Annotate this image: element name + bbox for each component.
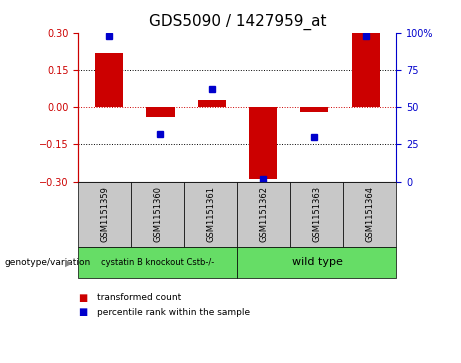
Title: GDS5090 / 1427959_at: GDS5090 / 1427959_at (148, 14, 326, 30)
Bar (146, 107, 175, 117)
Text: transformed count: transformed count (97, 293, 181, 302)
Text: wild type: wild type (291, 257, 343, 267)
Text: ▶: ▶ (65, 257, 73, 267)
Bar (198, 100, 226, 107)
Text: GSM1151359: GSM1151359 (100, 186, 109, 242)
Text: cystatin B knockout Cstb-/-: cystatin B knockout Cstb-/- (101, 258, 214, 267)
Bar (249, 107, 277, 179)
Text: percentile rank within the sample: percentile rank within the sample (97, 308, 250, 317)
Bar (352, 33, 380, 107)
Bar (95, 53, 123, 107)
Text: ■: ■ (78, 307, 88, 317)
Text: GSM1151363: GSM1151363 (313, 186, 321, 242)
Text: GSM1151362: GSM1151362 (260, 186, 268, 242)
Text: genotype/variation: genotype/variation (5, 258, 91, 267)
Text: GSM1151361: GSM1151361 (207, 186, 215, 242)
Bar (300, 107, 329, 112)
Text: GSM1151360: GSM1151360 (154, 186, 162, 242)
Text: ■: ■ (78, 293, 88, 303)
Text: GSM1151364: GSM1151364 (366, 186, 374, 242)
